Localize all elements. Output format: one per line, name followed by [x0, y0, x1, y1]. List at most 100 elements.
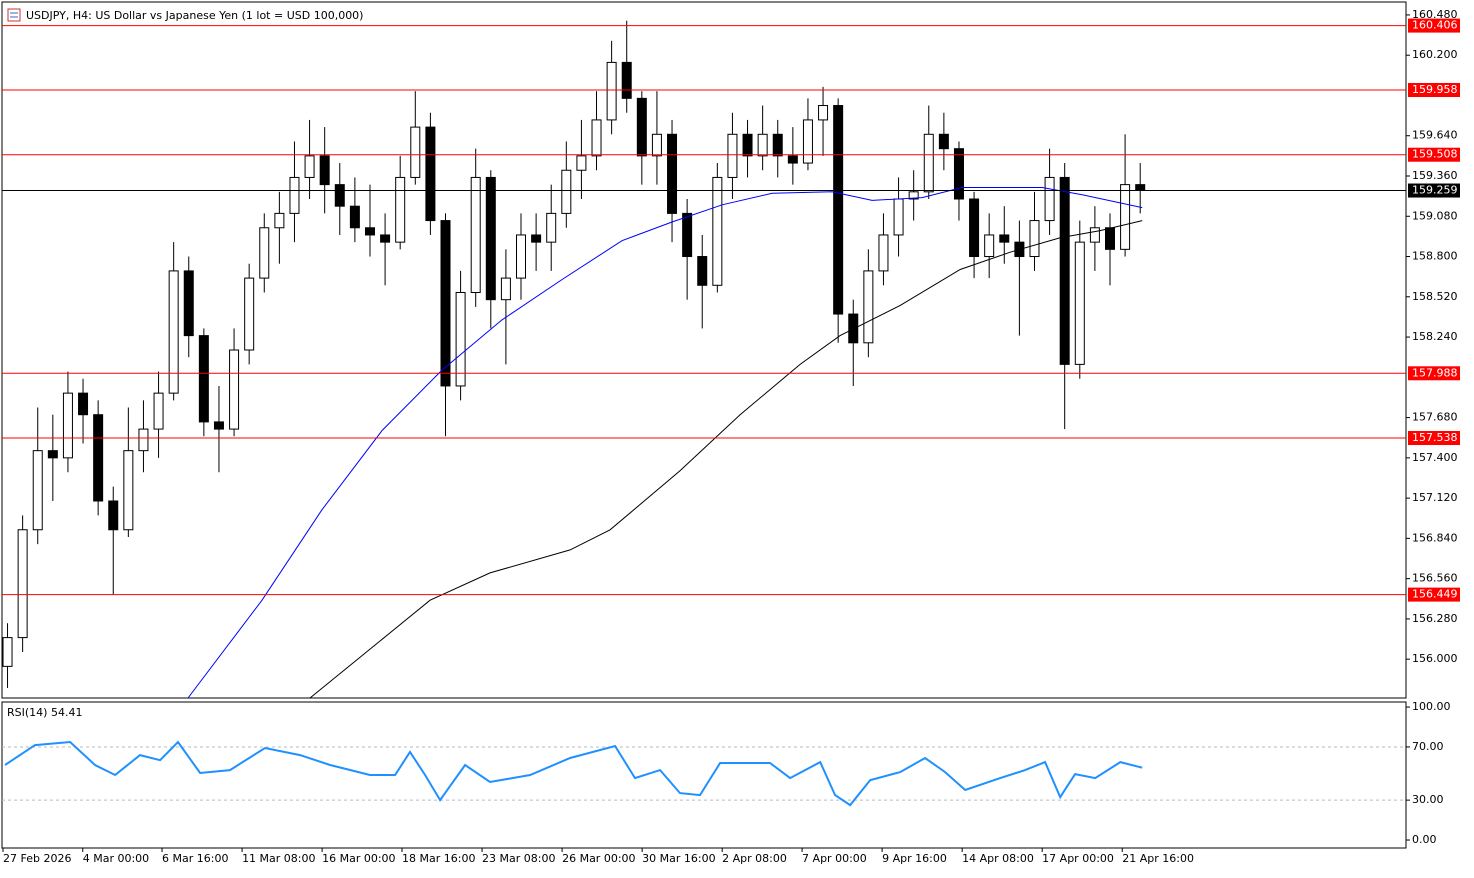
x-tick-label: 6 Mar 16:00: [162, 852, 228, 865]
candle-body: [591, 119, 602, 157]
candle-body: [802, 119, 813, 164]
candle-body: [62, 392, 73, 459]
y-tick-label: 100.00: [1412, 700, 1451, 713]
x-tick-label: 26 Mar 00:00: [562, 852, 635, 865]
candle-body: [727, 133, 738, 178]
y-tick-label: 158.800: [1412, 250, 1458, 263]
candle-body: [304, 155, 315, 178]
candle-body: [1059, 176, 1070, 365]
candle-body: [229, 349, 240, 430]
y-tick-label: 160.480: [1412, 8, 1458, 21]
candle-body: [425, 126, 436, 222]
x-tick-label: 16 Mar 00:00: [322, 852, 395, 865]
rsi-title: RSI(14) 54.41: [7, 706, 82, 719]
candle-body: [999, 234, 1010, 243]
candle-body: [636, 97, 647, 157]
candle-body: [576, 155, 587, 171]
symbol-icon: [7, 8, 21, 22]
candle-body: [364, 227, 375, 236]
y-tick-label: 156.560: [1412, 572, 1458, 585]
candle-body: [349, 205, 360, 229]
candle-body: [1089, 227, 1100, 243]
candle-body: [682, 212, 693, 258]
candle-body: [531, 234, 542, 243]
y-tick-label: 158.240: [1412, 330, 1458, 343]
candle-body: [32, 450, 43, 531]
level-line-label: 159.508: [1412, 148, 1458, 161]
candle-body: [1044, 176, 1055, 222]
level-line-tag: [1408, 147, 1460, 162]
y-tick-label: 160.200: [1412, 48, 1458, 61]
moving-average: [309, 220, 1143, 699]
candle-body: [878, 234, 889, 272]
candle-body: [621, 61, 632, 99]
candle-body: [1135, 184, 1146, 191]
level-line-tag: [1408, 587, 1460, 602]
candle-body: [787, 155, 798, 164]
candle-body: [93, 414, 104, 502]
rsi-line: [4, 740, 1143, 807]
candle-body: [213, 421, 224, 430]
x-tick-label: 9 Apr 16:00: [882, 852, 947, 865]
x-tick-label: 14 Apr 08:00: [962, 852, 1034, 865]
x-tick-label: 17 Apr 00:00: [1042, 852, 1114, 865]
candle-body: [183, 270, 194, 337]
candle-body: [380, 234, 391, 243]
candle-body: [1120, 184, 1131, 250]
level-line-label: 157.988: [1412, 366, 1458, 379]
y-tick-label: 0.00: [1412, 833, 1437, 846]
candle-body: [969, 198, 980, 258]
candle-body: [697, 256, 708, 286]
x-tick-label: 23 Mar 08:00: [482, 852, 555, 865]
candle-body: [470, 176, 481, 293]
y-tick-label: 156.280: [1412, 612, 1458, 625]
candle-body: [198, 335, 209, 423]
candle-body: [153, 392, 164, 430]
candle-body: [78, 392, 89, 416]
candle-body: [138, 428, 149, 452]
candle-body: [108, 500, 119, 531]
chart-title: USDJPY, H4: US Dollar vs Japanese Yen (1…: [26, 9, 363, 22]
candle-body: [455, 291, 466, 387]
level-line-label: 159.958: [1412, 83, 1458, 96]
candle-body: [908, 191, 919, 200]
candle-body: [319, 155, 330, 186]
y-tick-label: 156.000: [1412, 652, 1458, 665]
candle-body: [923, 133, 934, 193]
level-line-tag: [1408, 18, 1460, 33]
x-tick-label: 27 Feb 2026: [3, 852, 71, 865]
y-tick-label: 156.840: [1412, 531, 1458, 544]
candle-body: [289, 176, 300, 214]
candle-body: [1074, 241, 1085, 365]
price-line-tag: [1408, 183, 1460, 198]
y-tick-label: 158.520: [1412, 290, 1458, 303]
candle-body: [516, 234, 527, 279]
candle-body: [259, 227, 270, 279]
level-line-tag: [1408, 431, 1460, 446]
candle-body: [244, 277, 255, 351]
candle-body: [833, 105, 844, 315]
x-tick-label: 2 Apr 08:00: [722, 852, 787, 865]
candle-body: [712, 176, 723, 286]
level-line-label: 156.449: [1412, 588, 1458, 601]
candle-body: [772, 133, 783, 157]
candle-body: [168, 270, 179, 394]
y-tick-label: 157.120: [1412, 491, 1458, 504]
y-tick-label: 159.640: [1412, 129, 1458, 142]
candle-body: [863, 270, 874, 344]
x-tick-label: 11 Mar 08:00: [242, 852, 315, 865]
y-tick-label: 157.400: [1412, 451, 1458, 464]
candle-body: [1104, 227, 1115, 250]
y-tick-label: 159.360: [1412, 169, 1458, 182]
candle-body: [818, 105, 829, 121]
x-tick-label: 21 Apr 16:00: [1122, 852, 1194, 865]
candle-body: [500, 277, 511, 301]
candle-body: [47, 450, 58, 459]
candle-body: [984, 234, 995, 258]
candle-body: [410, 126, 421, 178]
candle-body: [17, 529, 28, 639]
price-panel: [1, 1, 1407, 699]
x-tick-label: 30 Mar 16:00: [642, 852, 715, 865]
candle-body: [274, 212, 285, 229]
candle-body: [395, 176, 406, 243]
